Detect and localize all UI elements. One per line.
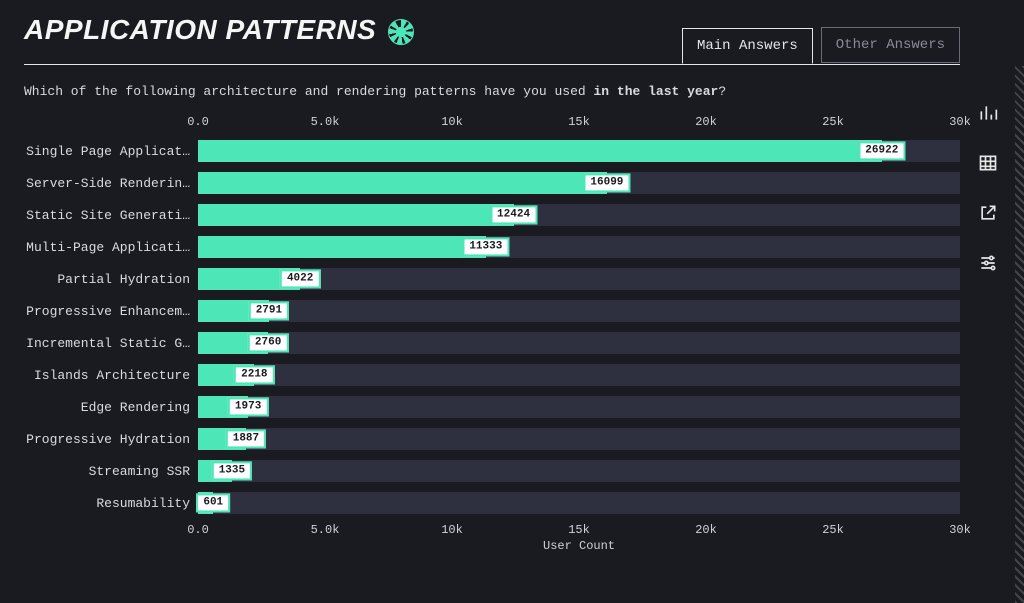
- tab-other-answers[interactable]: Other Answers: [821, 27, 960, 63]
- bar-track: 601: [198, 492, 960, 514]
- row-label: Islands Architecture: [24, 368, 190, 383]
- bar-fill: [198, 236, 486, 258]
- bar-value: 1335: [212, 461, 252, 480]
- bar-track: 11333: [198, 236, 960, 258]
- row-label: Incremental Static G…: [24, 336, 190, 351]
- hatch-border-right: [1015, 66, 1024, 603]
- spiral-icon: [388, 19, 414, 45]
- x-axis-top: 0.05.0k10k15k20k25k30k: [198, 113, 960, 135]
- x-tick: 5.0k: [311, 115, 340, 129]
- x-tick: 0.0: [187, 115, 209, 129]
- row-label: Resumability: [24, 496, 190, 511]
- row-label: Server-Side Renderin…: [24, 176, 190, 191]
- row-label: Streaming SSR: [24, 464, 190, 479]
- bar-value: 12424: [490, 205, 537, 224]
- row-label: Single Page Applicat…: [24, 144, 190, 159]
- bar-value: 16099: [583, 173, 630, 192]
- x-tick: 10k: [441, 115, 463, 129]
- x-axis-label: User Count: [543, 539, 615, 553]
- chart-row: Resumability 601: [24, 487, 960, 519]
- export-icon[interactable]: [977, 202, 999, 224]
- chart: 0.05.0k10k15k20k25k30k Single Page Appli…: [24, 113, 960, 553]
- tabs: Main AnswersOther Answers: [682, 27, 960, 63]
- bar-value: 1887: [226, 429, 266, 448]
- bar-track: 1335: [198, 460, 960, 482]
- row-label: Multi-Page Applicati…: [24, 240, 190, 255]
- chart-row: Partial Hydration 4022: [24, 263, 960, 295]
- bar-fill: [198, 140, 882, 162]
- bar-value: 11333: [462, 237, 509, 256]
- chart-row: Multi-Page Applicati… 11333: [24, 231, 960, 263]
- side-toolbar: [968, 102, 1008, 274]
- bar-track: 1973: [198, 396, 960, 418]
- bar-track: 26922: [198, 140, 960, 162]
- tab-main-answers[interactable]: Main Answers: [682, 28, 813, 64]
- chart-rows: Single Page Applicat… 26922 Server-Side Re…: [24, 135, 960, 519]
- x-tick: 10k: [441, 523, 463, 537]
- bar-value: 26922: [858, 141, 905, 160]
- chart-row: Streaming SSR 1335: [24, 455, 960, 487]
- chart-row: Islands Architecture 2218: [24, 359, 960, 391]
- header: APPLICATION PATTERNS Main AnswersOther A…: [0, 0, 1024, 66]
- x-tick: 20k: [695, 523, 717, 537]
- bar-fill: [198, 204, 514, 226]
- bar-value: 4022: [280, 269, 320, 288]
- page: APPLICATION PATTERNS Main AnswersOther A…: [0, 0, 1024, 603]
- x-tick: 15k: [568, 115, 590, 129]
- bar-value: 2218: [234, 365, 274, 384]
- x-tick: 30k: [949, 523, 971, 537]
- chart-row: Incremental Static G… 2760: [24, 327, 960, 359]
- chart-row: Progressive Enhancem… 2791: [24, 295, 960, 327]
- chart-row: Progressive Hydration 1887: [24, 423, 960, 455]
- bar-track: 12424: [198, 204, 960, 226]
- x-tick: 0.0: [187, 523, 209, 537]
- x-tick: 20k: [695, 115, 717, 129]
- chart-row: Server-Side Renderin… 16099: [24, 167, 960, 199]
- x-tick: 25k: [822, 115, 844, 129]
- bar-track: 2760: [198, 332, 960, 354]
- row-label: Progressive Enhancem…: [24, 304, 190, 319]
- x-axis-bottom: User Count 0.05.0k10k15k20k25k30k: [198, 519, 960, 553]
- settings-sliders-icon[interactable]: [977, 252, 999, 274]
- bar-track: 2218: [198, 364, 960, 386]
- bar-fill: [198, 172, 607, 194]
- x-tick: 5.0k: [311, 523, 340, 537]
- chart-row: Single Page Applicat… 26922: [24, 135, 960, 167]
- row-label: Edge Rendering: [24, 400, 190, 415]
- bar-track: 1887: [198, 428, 960, 450]
- bar-value: 2791: [249, 301, 289, 320]
- table-icon[interactable]: [977, 152, 999, 174]
- row-label: Progressive Hydration: [24, 432, 190, 447]
- bar-track: 16099: [198, 172, 960, 194]
- x-tick: 25k: [822, 523, 844, 537]
- subtitle-suffix: ?: [718, 84, 726, 99]
- bar-track: 4022: [198, 268, 960, 290]
- row-label: Partial Hydration: [24, 272, 190, 287]
- chart-row: Edge Rendering 1973: [24, 391, 960, 423]
- header-rule: [24, 64, 960, 65]
- subtitle-bold: in the last year: [594, 84, 719, 99]
- bar-value: 2760: [248, 333, 288, 352]
- bar-track: 2791: [198, 300, 960, 322]
- page-title: APPLICATION PATTERNS: [24, 14, 376, 46]
- bar-value: 1973: [228, 397, 268, 416]
- x-tick: 15k: [568, 523, 590, 537]
- row-label: Static Site Generati…: [24, 208, 190, 223]
- bar-chart-icon[interactable]: [977, 102, 999, 124]
- bar-value: 601: [196, 493, 230, 512]
- chart-row: Static Site Generati… 12424: [24, 199, 960, 231]
- subtitle: Which of the following architecture and …: [0, 66, 1024, 105]
- subtitle-prefix: Which of the following architecture and …: [24, 84, 594, 99]
